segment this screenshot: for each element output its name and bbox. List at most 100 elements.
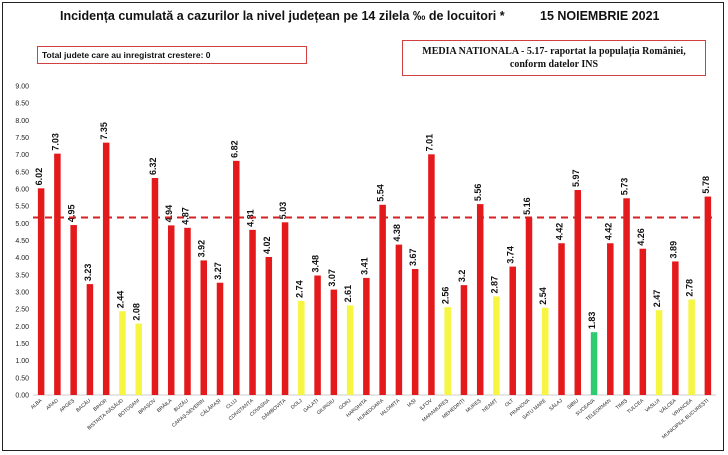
y-tick-label: 0.00: [15, 393, 29, 400]
bar: [265, 256, 273, 395]
data-label: 2.61: [343, 285, 353, 303]
data-label: 5.54: [376, 184, 386, 202]
data-label: 6.02: [34, 168, 44, 186]
bar: [541, 307, 549, 395]
national-average-line2: conform datelor INS: [509, 59, 599, 70]
data-label: 6.32: [148, 157, 158, 175]
bar: [233, 160, 240, 395]
category-label: ALBA: [30, 398, 44, 411]
bar: [135, 323, 142, 395]
y-tick-label: 5.50: [15, 204, 29, 211]
data-label: 3.74: [506, 246, 516, 264]
bar: [298, 300, 305, 395]
data-label: 2.08: [132, 303, 142, 321]
bar: [558, 243, 565, 395]
bar: [672, 261, 679, 395]
bar: [688, 299, 695, 395]
bar: [411, 268, 419, 395]
data-label: 5.78: [701, 176, 711, 194]
data-label: 4.42: [603, 223, 613, 241]
data-label: 4.42: [555, 223, 565, 241]
bar: [167, 225, 175, 395]
y-tick-label: 1.50: [15, 341, 29, 348]
data-label: 5.73: [620, 178, 630, 196]
bar: [37, 188, 45, 395]
y-tick-label: 7.50: [15, 135, 29, 142]
data-label: 3.27: [213, 262, 223, 280]
data-label: 5.97: [571, 169, 581, 187]
bar: [590, 332, 598, 395]
data-label: 2.87: [489, 276, 499, 294]
data-label: 2.47: [652, 290, 662, 308]
data-label: 2.74: [294, 280, 304, 298]
bar: [704, 196, 712, 395]
bar: [54, 153, 61, 395]
category-label: TULCEA: [626, 398, 645, 416]
data-label: 4.87: [180, 207, 190, 225]
bar: [70, 225, 77, 395]
y-tick-label: 0.50: [15, 375, 29, 382]
data-label: 5.03: [278, 202, 288, 220]
data-label: 3.89: [668, 241, 678, 259]
chart-title: Incidența cumulată a cazurilor la nivel …: [60, 9, 505, 23]
data-label: 5.16: [522, 197, 532, 215]
y-tick-label: 6.00: [15, 187, 29, 194]
data-label: 3.07: [327, 269, 337, 287]
category-label: MUREȘ: [465, 398, 483, 415]
bar: [363, 277, 370, 395]
data-label: 3.48: [311, 255, 321, 273]
category-label: OLT: [504, 398, 515, 409]
y-tick-label: 5.00: [15, 221, 29, 228]
bar: [216, 282, 224, 395]
data-label: 4.38: [392, 224, 402, 242]
y-tick-label: 8.00: [15, 118, 29, 125]
y-tick-label: 2.00: [15, 324, 29, 331]
bar: [460, 285, 468, 395]
bar: [623, 198, 630, 395]
bar: [249, 229, 256, 395]
bar: [607, 243, 614, 395]
bar: [151, 178, 159, 395]
bar: [525, 217, 533, 395]
data-label: 7.35: [99, 122, 109, 140]
bar: [119, 311, 126, 395]
y-tick-label: 6.50: [15, 169, 29, 176]
national-average-line1: MEDIA NATIONALA - 5.17- raportat la popu…: [422, 46, 686, 57]
bar: [493, 296, 500, 395]
data-label: 2.54: [538, 287, 548, 305]
category-label: SĂLAJ: [548, 397, 565, 413]
category-label: BRĂILA: [155, 397, 174, 414]
y-tick-label: 4.00: [15, 255, 29, 262]
category-label: BACĂU: [75, 397, 93, 414]
data-label: 4.95: [67, 205, 77, 223]
bar: [314, 275, 321, 395]
data-label: 4.26: [636, 228, 646, 246]
category-label: BRAȘOV: [137, 398, 157, 416]
bar: [330, 289, 338, 395]
y-tick-label: 4.50: [15, 238, 29, 245]
data-label: 3.92: [197, 240, 207, 258]
category-label: IAȘI: [406, 398, 417, 409]
bar: [444, 307, 451, 395]
data-label: 3.23: [83, 264, 93, 282]
chart-frame: [2, 2, 724, 451]
category-label: GIURGIU: [316, 398, 337, 417]
category-label: NEAMȚ: [481, 398, 498, 414]
data-label: 2.78: [685, 279, 695, 297]
bar: [574, 190, 582, 395]
bar: [200, 260, 208, 395]
y-tick-label: 3.00: [15, 290, 29, 297]
y-tick-label: 1.00: [15, 358, 29, 365]
bar: [395, 244, 403, 395]
bar: [639, 248, 647, 395]
counties-increase-box: Total judete care au inregistrat crester…: [37, 46, 307, 64]
bar: [655, 310, 663, 395]
chart-date: 15 NOIEMBRIE 2021: [540, 9, 660, 23]
y-tick-label: 7.00: [15, 152, 29, 159]
y-tick-label: 8.50: [15, 101, 29, 108]
data-label: 7.01: [424, 134, 434, 152]
bar: [281, 222, 289, 395]
national-average-box: MEDIA NATIONALA - 5.17- raportat la popu…: [402, 40, 706, 76]
category-label: ARGEȘ: [59, 398, 77, 414]
y-tick-label: 3.50: [15, 272, 29, 279]
